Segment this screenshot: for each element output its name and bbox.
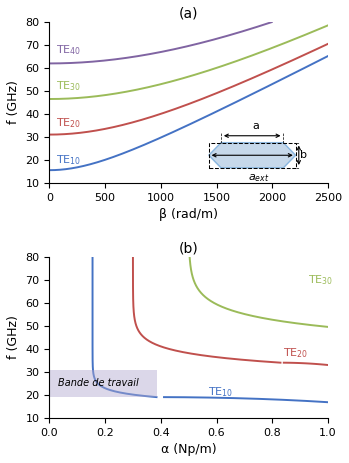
Y-axis label: f (GHz): f (GHz) <box>7 81 20 125</box>
Y-axis label: f (GHz): f (GHz) <box>7 315 20 359</box>
Text: b: b <box>300 150 307 160</box>
Text: TE$_{30}$: TE$_{30}$ <box>309 273 334 287</box>
Text: Bande de travail: Bande de travail <box>58 378 139 388</box>
Text: a: a <box>252 121 259 131</box>
Text: TE$_{40}$: TE$_{40}$ <box>56 43 81 56</box>
Bar <box>209 143 296 168</box>
Text: TE$_{10}$: TE$_{10}$ <box>208 386 233 400</box>
Polygon shape <box>209 143 296 168</box>
Bar <box>49 369 157 397</box>
Text: TE$_{20}$: TE$_{20}$ <box>56 116 81 130</box>
X-axis label: β (rad/m): β (rad/m) <box>159 208 218 221</box>
X-axis label: α (Np/m): α (Np/m) <box>161 443 216 456</box>
Text: TE$_{20}$: TE$_{20}$ <box>283 347 309 360</box>
Title: (a): (a) <box>179 7 199 21</box>
Title: (b): (b) <box>179 242 199 256</box>
Text: $a_{ext}$: $a_{ext}$ <box>248 173 270 184</box>
Text: TE$_{10}$: TE$_{10}$ <box>56 153 81 167</box>
Text: TE$_{30}$: TE$_{30}$ <box>56 80 81 93</box>
